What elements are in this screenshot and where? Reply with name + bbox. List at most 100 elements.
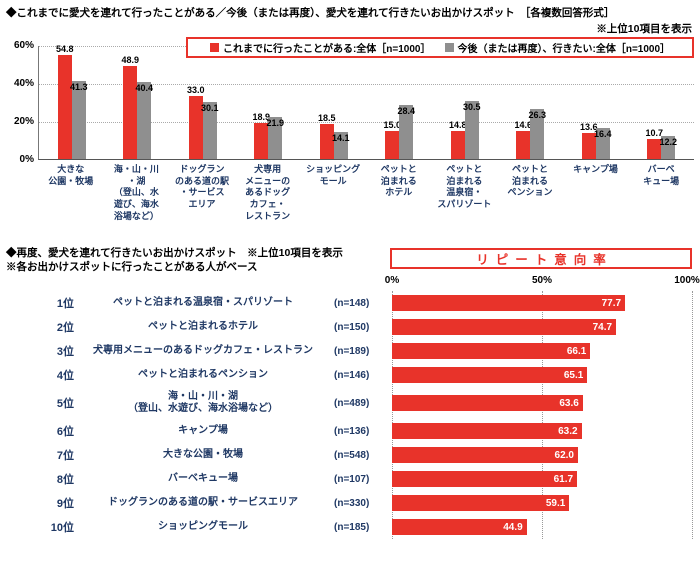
bar-value-label: 61.7 (553, 473, 574, 485)
bar-track: 61.7 (392, 471, 692, 487)
past-bar: 15.0 (383, 120, 401, 159)
sample-size: (n=548) (334, 449, 370, 461)
bar-value-label: 33.0 (186, 85, 205, 96)
future-bar: 30.1 (201, 101, 219, 159)
top-category-labels: 大きな 公園・牧場 海・山・川 ・湖 （登山、水 遊び、海水 浴場など） ドッグラン… (38, 164, 694, 222)
category-label: キャンプ場 (573, 164, 618, 174)
repeat-rate-bar: 77.7 (392, 295, 626, 311)
top-plot: 54.8 41.3 48.9 40.4 33.0 30.1 18.9 21.9 18.5 14.1… (38, 44, 695, 160)
sample-size: (n=148) (334, 297, 370, 309)
legend: これまでに行ったことがある:全体［n=1000］ 今後（または再度）、行きたい:全… (186, 37, 694, 58)
bar-value-label: 15.0 (383, 119, 402, 130)
category-column: 48.9 40.4 (105, 46, 171, 159)
bar-track: 66.1 (392, 343, 692, 359)
bar-value-label: 59.1 (545, 497, 566, 509)
future-bar: 16.4 (593, 127, 612, 159)
repeat-row: 8位 バーベキュー場 (n=107) 61.7 (0, 467, 700, 491)
category-column: 10.7 12.2 (629, 46, 695, 159)
bar-pair: 18.9 21.9 (252, 112, 285, 159)
category-label: ドッグラン のある道の駅 ・サービス エリア (174, 164, 229, 210)
repeat-row: 9位 ドッグランのある道の駅・サービスエリア (n=330) 59.1 (0, 491, 700, 515)
bar-value-label: 14.6 (514, 120, 533, 131)
future-bar: 14.1 (332, 132, 350, 159)
past-bar: 48.9 (121, 55, 139, 159)
spot-label: ショッピングモール (158, 520, 248, 532)
bar-value-label: 74.7 (592, 321, 613, 333)
category-column: 14.8 30.5 (432, 46, 498, 159)
repeat-rate-bar: 65.1 (392, 367, 588, 383)
bar-pair: 14.6 26.3 (514, 109, 547, 159)
spot-label: 犬専用メニューのあるドッグカフェ・レストラン (93, 344, 313, 356)
bar-pair: 54.8 41.3 (56, 44, 88, 159)
top-chart-note: ※上位10項目を表示 (596, 23, 692, 35)
rank-label: 4位 (56, 370, 74, 382)
future-bar: 30.5 (462, 101, 481, 159)
bar-value-label: 16.4 (593, 128, 612, 139)
repeat-row: 4位 ペットと泊まれるペンション (n=146) 65.1 (0, 363, 700, 387)
rank-label: 9位 (56, 498, 74, 510)
bottom-title-line1: ◆再度、愛犬を連れて行きたいお出かけスポット ※上位10項目を表示 (6, 247, 343, 259)
bar-value-label: 26.3 (528, 110, 547, 120)
past-bar: 54.8 (56, 44, 74, 159)
category-label: 海・山・川 ・湖 （登山、水 遊び、海水 浴場など） (113, 164, 159, 221)
bar-value-label: 12.2 (659, 136, 678, 147)
repeat-rate-bar: 62.0 (392, 447, 578, 463)
gridline-40 (39, 84, 694, 85)
category-column: 15.0 28.4 (367, 46, 433, 159)
repeat-rate-bar: 74.7 (392, 319, 617, 335)
bar-track: 62.0 (392, 447, 692, 463)
rank-label: 6位 (56, 426, 74, 438)
sample-size: (n=189) (334, 345, 370, 357)
future-bar: 12.2 (659, 135, 678, 159)
repeat-rate-bar: 63.2 (392, 423, 582, 439)
legend-swatch-future (444, 43, 454, 52)
spot-label: ペットと泊まれる温泉宿・スパリゾート (113, 296, 293, 308)
rank-label: 8位 (56, 474, 74, 486)
bar-value-label: 40.4 (135, 83, 154, 94)
rank-label: 1位 (56, 298, 74, 310)
sample-size: (n=107) (334, 473, 370, 485)
spot-label: バーベキュー場 (168, 472, 238, 484)
bar-value-label: 54.8 (55, 43, 74, 54)
gridline-20 (39, 122, 694, 123)
spot-label: ペットと泊まれるホテル (148, 320, 258, 332)
repeat-rows: 1位 ペットと泊まれる温泉宿・スパリゾート (n=148) 77.7 2位 ペットと泊まれ… (0, 291, 700, 539)
bar-pair: 10.7 12.2 (645, 128, 678, 159)
bar-track: 63.6 (392, 395, 692, 411)
category-label: バーベ キュー場 (643, 164, 680, 186)
category-label: 犬専用 メニューの あるドッグ カフェ・ レストラン (245, 164, 291, 221)
category-label: ショッピング モール (306, 164, 361, 186)
y-tick-20: 20% (13, 116, 34, 127)
legend-swatch-past (209, 43, 219, 52)
bar-value-label: 28.4 (397, 106, 416, 116)
past-bar: 14.8 (449, 120, 467, 159)
past-bar: 18.9 (252, 112, 270, 159)
y-tick-60: 60% (13, 40, 34, 51)
bar-value-label: 30.5 (462, 102, 481, 113)
repeat-row: 7位 大きな公園・牧場 (n=548) 62.0 (0, 443, 700, 467)
category-label: ペットと 泊まれる ペンション (507, 164, 553, 198)
future-bar: 28.4 (397, 105, 416, 159)
bar-value-label: 62.0 (554, 449, 574, 461)
spot-label: ペットと泊まれるペンション (138, 368, 268, 380)
bar-value-label: 21.9 (266, 118, 285, 129)
repeat-row: 1位 ペットと泊まれる温泉宿・スパリゾート (n=148) 77.7 (0, 291, 700, 315)
bar-value-label: 63.6 (559, 397, 579, 409)
bar-pair: 33.0 30.1 (187, 85, 219, 159)
sample-size: (n=150) (334, 321, 370, 333)
legend-label: これまでに行ったことがある:全体［n=1000］ (222, 44, 431, 55)
bar-track: 59.1 (392, 495, 692, 511)
rank-label: 2位 (56, 322, 74, 334)
x-tick-100: 100% (674, 275, 700, 286)
bottom-chart-title: ◆再度、愛犬を連れて行きたいお出かけスポット ※上位10項目を表示 ※各お出かけ… (6, 246, 343, 274)
bar-value-label: 41.3 (69, 81, 88, 92)
rank-label: 7位 (56, 450, 74, 462)
past-bar: 13.6 (580, 122, 598, 159)
category-column: 13.6 16.4 (563, 46, 629, 159)
future-bar: 41.3 (69, 80, 88, 159)
repeat-row: 3位 犬専用メニューのあるドッグカフェ・レストラン (n=189) 66.1 (0, 339, 700, 363)
spot-label: 大きな公園・牧場 (163, 448, 243, 460)
bar-track: 44.9 (392, 519, 692, 535)
bar-value-label: 18.9 (252, 112, 271, 123)
